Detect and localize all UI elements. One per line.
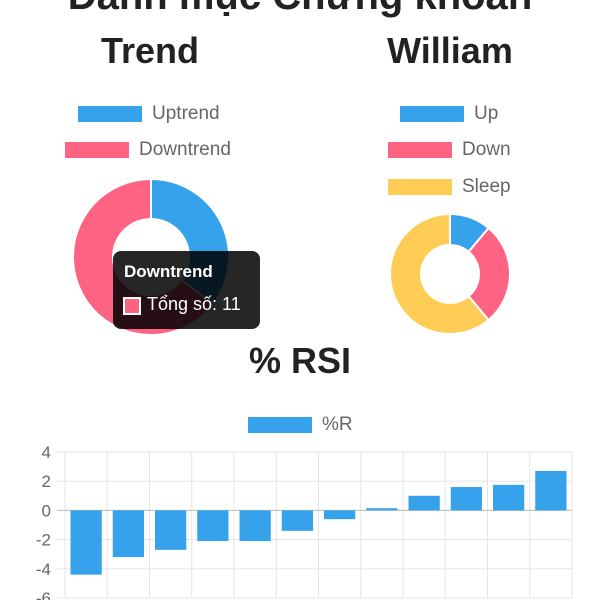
- legend-swatch: [388, 142, 452, 158]
- trend-chart-title: Trend: [100, 30, 199, 71]
- rsi-legend-r[interactable]: %R: [248, 414, 353, 436]
- rsi-bar[interactable]: [408, 495, 440, 511]
- rsi-bar[interactable]: [450, 487, 483, 511]
- y-tick-label: 4: [42, 443, 51, 462]
- tooltip-swatch: [123, 297, 141, 315]
- y-tick-label: 0: [42, 501, 51, 520]
- trend-legend-uptrend[interactable]: Uptrend: [78, 103, 220, 125]
- william-legend-up[interactable]: Up: [400, 103, 498, 125]
- legend-label: Uptrend: [152, 103, 220, 124]
- rsi-bar[interactable]: [281, 510, 314, 531]
- rsi-bar[interactable]: [366, 508, 398, 511]
- legend-swatch: [248, 417, 312, 433]
- rsi-bar[interactable]: [112, 510, 145, 558]
- chart-tooltip: Downtrend Tổng số: 11: [113, 251, 260, 329]
- page-title: Danh mục Chứng khoán: [0, 0, 600, 19]
- rsi-bar[interactable]: [154, 510, 187, 550]
- rsi-chart-title: % RSI: [248, 340, 352, 381]
- tooltip-title: Downtrend: [124, 262, 213, 281]
- legend-swatch: [65, 142, 129, 158]
- legend-label: Sleep: [462, 176, 511, 197]
- legend-label: Downtrend: [139, 139, 231, 160]
- rsi-grid: [57, 451, 573, 599]
- william-slice-sleep[interactable]: [389, 212, 490, 335]
- y-tick-label: -6: [36, 589, 51, 600]
- tooltip-body: Tổng số: 11: [147, 294, 241, 314]
- legend-swatch: [78, 106, 142, 122]
- y-tick-label: -2: [36, 531, 51, 550]
- rsi-y-axis: 4 2 0 -2 -4 -6: [36, 443, 51, 600]
- legend-label: Up: [474, 103, 499, 124]
- legend-label: Down: [462, 139, 511, 160]
- william-chart-title: William: [387, 30, 513, 71]
- rsi-bar[interactable]: [492, 484, 525, 511]
- y-tick-label: -4: [36, 560, 51, 579]
- william-legend-sleep[interactable]: Sleep: [388, 176, 511, 198]
- rsi-bar[interactable]: [197, 510, 229, 542]
- trend-legend-downtrend[interactable]: Downtrend: [65, 139, 231, 161]
- legend-label: %R: [322, 414, 353, 435]
- rsi-bar[interactable]: [70, 510, 102, 575]
- rsi-bar-chart[interactable]: [70, 470, 567, 575]
- william-legend-down[interactable]: Down: [388, 139, 511, 161]
- legend-swatch: [400, 106, 464, 122]
- legend-swatch: [388, 179, 452, 195]
- y-tick-label: 2: [42, 472, 51, 491]
- rsi-bar[interactable]: [323, 510, 356, 520]
- rsi-bar[interactable]: [239, 510, 271, 542]
- william-slice-down[interactable]: [467, 226, 511, 322]
- rsi-bar[interactable]: [535, 470, 567, 511]
- william-doughnut-chart[interactable]: [389, 212, 511, 335]
